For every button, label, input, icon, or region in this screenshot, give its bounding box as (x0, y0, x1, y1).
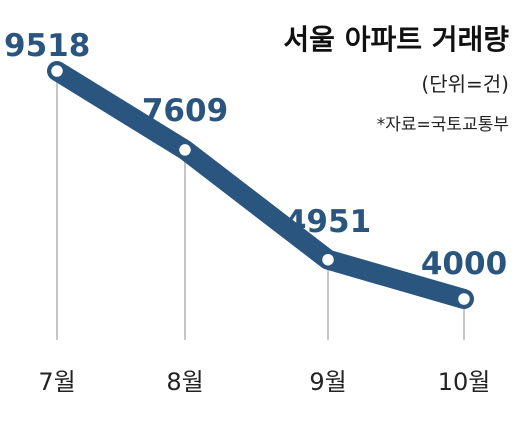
data-point-marker (455, 290, 473, 308)
data-label: 7609 (142, 93, 228, 129)
x-tick-label: 7월 (38, 368, 75, 396)
data-label: 4951 (285, 204, 371, 240)
chart-title: 서울 아파트 거래량 (283, 23, 509, 56)
x-tick-label: 9월 (309, 368, 346, 396)
data-point-marker (48, 62, 66, 80)
data-point-marker (176, 141, 194, 159)
unit-label: (단위=건) (421, 72, 509, 96)
data-label: 4000 (421, 246, 507, 282)
data-label: 9518 (4, 28, 90, 64)
data-point-marker (319, 251, 337, 268)
series-line (47, 61, 474, 309)
source-note: *자료=국토교통부 (376, 115, 509, 135)
x-tick-label: 10월 (438, 368, 491, 396)
x-tick-label: 8월 (166, 368, 203, 396)
